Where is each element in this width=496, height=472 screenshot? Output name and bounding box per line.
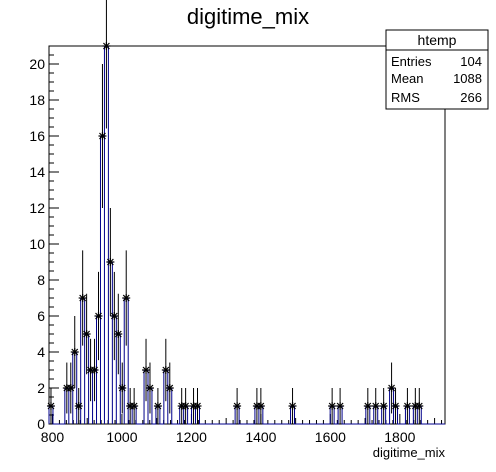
x-axis-label: digitime_mix <box>373 445 446 460</box>
bin-marker <box>98 64 107 208</box>
y-tick-label: 20 <box>29 56 45 72</box>
bin-marker <box>165 362 174 414</box>
bin-marker <box>90 338 99 402</box>
bin-marker <box>403 388 412 424</box>
x-axis: 800 1000 1200 1400 1600 1800 <box>41 414 443 445</box>
data-markers <box>46 0 424 424</box>
bin-marker <box>256 388 265 424</box>
stats-box: htemp Entries 104 Mean 1088 RMS 266 <box>385 29 489 110</box>
chart-title: digitime_mix <box>187 4 309 29</box>
bin-marker <box>161 338 170 402</box>
y-tick-label: 16 <box>29 128 45 144</box>
y-tick-label: 2 <box>37 380 45 396</box>
x-tick-label: 1600 <box>315 429 346 445</box>
bin-marker <box>336 388 345 424</box>
y-tick-label: 18 <box>29 92 45 108</box>
bin-marker <box>181 388 190 424</box>
stats-mean-value: 1088 <box>453 71 482 86</box>
stats-entries-key: Entries <box>391 54 432 69</box>
bin-marker <box>74 388 83 424</box>
bin-marker <box>193 388 202 424</box>
bin-marker <box>46 388 55 424</box>
bin-marker <box>387 362 396 414</box>
x-tick-label: 1000 <box>106 429 137 445</box>
y-tick-label: 8 <box>37 272 45 288</box>
y-tick-label: 6 <box>37 308 45 324</box>
bin-marker <box>153 388 162 424</box>
bin-marker <box>371 388 380 424</box>
x-tick-label: 1800 <box>384 429 415 445</box>
bin-marker <box>94 271 103 361</box>
bin-marker <box>363 388 372 424</box>
stats-mean-key: Mean <box>391 71 424 86</box>
bin-marker <box>66 362 75 414</box>
bin-marker <box>379 388 388 424</box>
y-axis: 0 2 4 6 8 10 12 14 16 18 20 <box>29 45 59 432</box>
bin-marker <box>70 316 79 388</box>
stats-rms-key: RMS <box>391 90 420 105</box>
bin-marker <box>114 293 123 375</box>
bin-marker <box>82 293 91 375</box>
bin-marker <box>106 208 115 316</box>
bin-marker <box>110 271 119 361</box>
y-tick-label: 10 <box>29 236 45 252</box>
stats-entries-value: 104 <box>460 54 482 69</box>
bin-marker <box>233 388 242 424</box>
bin-marker <box>78 250 87 346</box>
bin-marker <box>415 388 424 424</box>
bin-marker <box>122 250 131 346</box>
bin-marker <box>145 362 154 414</box>
bin-marker <box>288 388 297 424</box>
bin-marker <box>130 388 139 424</box>
bin-marker <box>391 388 400 424</box>
stats-box-title: htemp <box>418 32 457 48</box>
x-tick-label: 800 <box>41 429 65 445</box>
bin-marker <box>328 388 337 424</box>
y-tick-label: 14 <box>29 164 45 180</box>
x-tick-label: 1400 <box>245 429 276 445</box>
y-tick-label: 4 <box>37 344 45 360</box>
y-tick-label: 0 <box>37 416 45 432</box>
stats-rms-value: 266 <box>460 90 482 105</box>
bin-marker <box>142 338 151 402</box>
bin-marker <box>118 362 127 414</box>
x-tick-label: 1200 <box>176 429 207 445</box>
bin-marker <box>102 0 111 129</box>
y-tick-label: 12 <box>29 200 45 216</box>
stats-box-frame <box>385 29 489 110</box>
